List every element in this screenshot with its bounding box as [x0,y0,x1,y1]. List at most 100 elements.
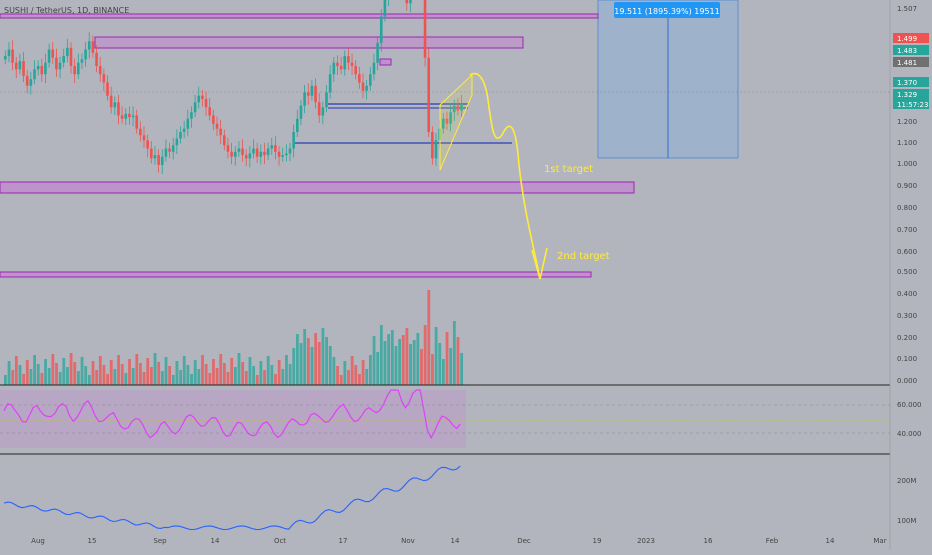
candle-body[interactable] [160,156,164,165]
candle-body[interactable] [18,61,22,70]
candle-body[interactable] [186,118,190,129]
candle-body[interactable] [343,56,347,70]
candle-body[interactable] [372,62,376,75]
candle-body[interactable] [314,85,317,103]
candle-body[interactable] [230,151,233,157]
zone-resistance-upper[interactable] [94,36,524,49]
candle-body[interactable] [350,62,354,66]
candle-body[interactable] [146,140,149,149]
zone-second-target[interactable] [0,271,592,278]
candle-body[interactable] [358,74,361,83]
candle-body[interactable] [288,148,292,154]
candle-body[interactable] [259,151,263,157]
candle-body[interactable] [354,66,357,75]
candle-body[interactable] [190,112,193,119]
candle-body[interactable] [33,69,36,80]
candle-body[interactable] [241,148,244,156]
candle-body[interactable] [14,62,18,70]
candle-body[interactable] [409,0,412,4]
candle-body[interactable] [219,128,222,136]
candle-body[interactable] [270,145,274,149]
candle-body[interactable] [252,148,255,154]
candle-body[interactable] [299,105,303,119]
candle-body[interactable] [7,49,11,57]
candle-body[interactable] [182,128,186,132]
candle-body[interactable] [223,135,226,146]
zone-first-target[interactable] [0,181,635,194]
candle-body[interactable] [376,42,379,63]
candle-body[interactable] [306,92,310,96]
candle-body[interactable] [102,74,106,83]
price-scale[interactable]: 1.5071.4001.3001.2001.1001.0000.9000.800… [889,0,932,550]
candle-body[interactable] [339,66,343,70]
candle-body[interactable] [139,128,142,136]
candle-body[interactable] [11,49,14,63]
candle-body[interactable] [281,155,284,157]
candle-body[interactable] [317,102,321,116]
candle-body[interactable] [66,47,69,57]
candle-body[interactable] [109,95,113,108]
candle-body[interactable] [204,99,208,108]
candle-body[interactable] [277,151,281,157]
candle-body[interactable] [215,123,219,129]
candle-body[interactable] [51,49,55,58]
zone-small-marker[interactable] [379,58,392,66]
candle-body[interactable] [255,148,259,157]
candle-body[interactable] [303,92,306,106]
candle-body[interactable] [310,85,314,96]
candle-body[interactable] [25,75,29,86]
candle-body[interactable] [336,62,339,66]
candle-body[interactable] [179,132,182,139]
candle-body[interactable] [325,92,328,108]
candle-body[interactable] [168,148,171,152]
candle-body[interactable] [197,95,201,103]
candle-body[interactable] [164,148,168,157]
candle-body[interactable] [212,115,215,124]
candle-body[interactable] [296,118,299,132]
candle-body[interactable] [47,49,51,63]
candle-body[interactable] [142,135,146,141]
rsi-pane[interactable] [0,389,890,448]
candle-body[interactable] [98,66,102,75]
candle-body[interactable] [226,145,230,152]
candle-body[interactable] [193,102,197,113]
candle-body[interactable] [128,113,131,118]
candle-body[interactable] [124,113,128,119]
candle-body[interactable] [248,153,252,159]
candle-body[interactable] [29,79,33,86]
candle-body[interactable] [274,145,277,152]
candle-body[interactable] [321,107,325,116]
candle-body[interactable] [244,155,248,159]
candle-body[interactable] [379,16,383,43]
obv-line[interactable] [3,465,461,531]
candle-body[interactable] [423,0,427,58]
candle-body[interactable] [365,85,368,91]
candle-body[interactable] [201,95,204,99]
candle-body[interactable] [292,132,295,149]
candle-body[interactable] [369,74,372,86]
measure-tool[interactable]: 19.511 (1895.39%) 19511 [597,0,739,159]
candle-body[interactable] [117,102,120,116]
candle-body[interactable] [36,66,40,70]
candle-body[interactable] [40,66,44,75]
candle-body[interactable] [383,0,387,17]
candle-body[interactable] [460,103,463,111]
zone-resistance-top[interactable] [0,13,599,19]
candle-body[interactable] [153,155,157,159]
candle-body[interactable] [208,107,211,116]
candle-body[interactable] [73,66,76,75]
candle-body[interactable] [113,102,117,108]
candle-body[interactable] [4,56,7,60]
candle-body[interactable] [135,115,138,129]
candle-body[interactable] [131,115,135,118]
candle-body[interactable] [237,148,241,152]
candle-body[interactable] [22,61,25,76]
candle-body[interactable] [150,148,153,159]
candle-body[interactable] [285,153,288,156]
time-axis[interactable]: Aug 15 Sep 14 Oct 17 Nov 14 Dec 19 2023 16 Feb 14 Mar [31,537,887,545]
candle-body[interactable] [347,56,350,63]
candle-body[interactable] [44,62,47,75]
candle-body[interactable] [77,62,80,75]
candle-body[interactable] [266,148,270,156]
